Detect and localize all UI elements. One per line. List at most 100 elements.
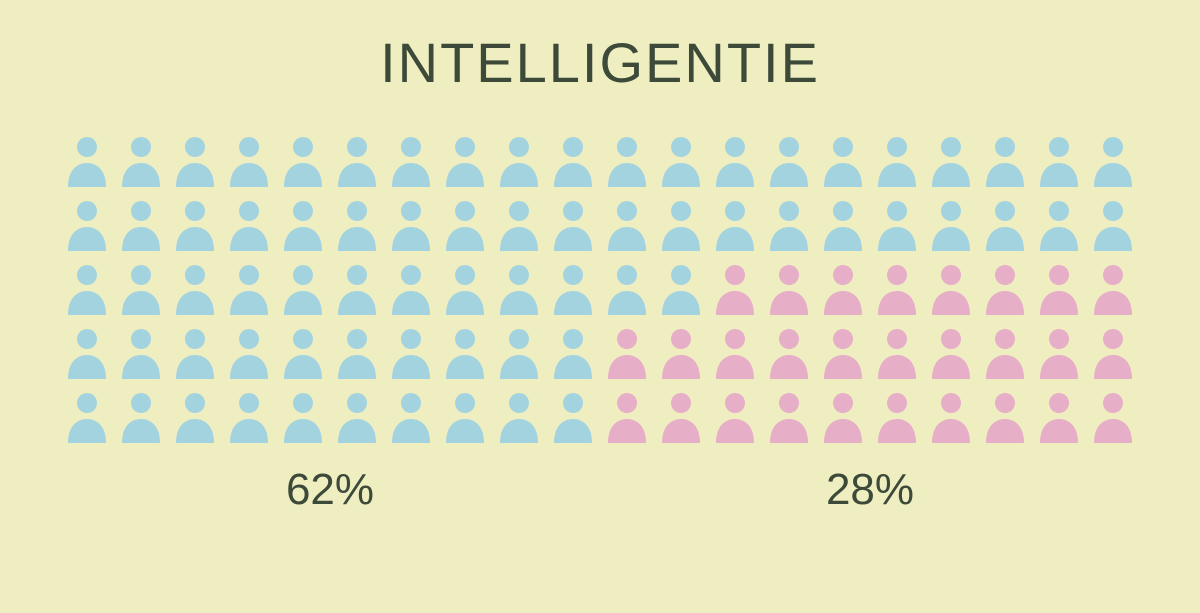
pictogram-cell	[172, 261, 218, 315]
pictogram-cell	[280, 197, 326, 251]
pictogram-cell	[874, 133, 920, 187]
person-icon	[658, 325, 704, 379]
person-icon	[172, 325, 218, 379]
pictogram-cell	[820, 261, 866, 315]
pictogram-cell	[334, 133, 380, 187]
pictogram-cell	[712, 325, 758, 379]
pictogram-cell	[766, 197, 812, 251]
pictogram-cell	[982, 133, 1028, 187]
person-icon	[334, 325, 380, 379]
label-series-a: 62%	[60, 465, 600, 515]
pictogram-cell	[388, 261, 434, 315]
person-icon	[280, 133, 326, 187]
pictogram-cell	[874, 325, 920, 379]
person-icon	[712, 325, 758, 379]
person-icon	[766, 197, 812, 251]
labels-row: 62% 28%	[60, 465, 1140, 515]
person-icon	[874, 261, 920, 315]
pictogram-cell	[550, 389, 596, 443]
pictogram-cell	[928, 389, 974, 443]
pictogram-cell	[388, 133, 434, 187]
person-icon	[928, 133, 974, 187]
pictogram-cell	[172, 325, 218, 379]
pictogram-cell	[118, 197, 164, 251]
pictogram-cell	[658, 197, 704, 251]
person-icon	[118, 261, 164, 315]
pictogram-grid	[60, 133, 1140, 443]
pictogram-cell	[766, 133, 812, 187]
pictogram-cell	[118, 261, 164, 315]
person-icon	[226, 325, 272, 379]
slide: INTELLIGENTIE	[0, 0, 1200, 613]
pictogram-cell	[442, 389, 488, 443]
pictogram-cell	[334, 389, 380, 443]
pictogram-cell	[766, 261, 812, 315]
person-icon	[226, 389, 272, 443]
person-icon	[496, 261, 542, 315]
pictogram-cell	[226, 325, 272, 379]
pictogram-cell	[658, 325, 704, 379]
person-icon	[928, 197, 974, 251]
person-icon	[766, 325, 812, 379]
person-icon	[1036, 261, 1082, 315]
pictogram-cell	[1036, 197, 1082, 251]
person-icon	[874, 389, 920, 443]
person-icon	[550, 133, 596, 187]
pictogram-cell	[1090, 197, 1136, 251]
person-icon	[496, 389, 542, 443]
person-icon	[1090, 261, 1136, 315]
person-icon	[658, 133, 704, 187]
pictogram-cell	[280, 261, 326, 315]
pictogram-cell	[226, 133, 272, 187]
person-icon	[118, 389, 164, 443]
person-icon	[172, 197, 218, 251]
pictogram-cell	[442, 261, 488, 315]
pictogram-cell	[604, 197, 650, 251]
person-icon	[1090, 325, 1136, 379]
person-icon	[712, 261, 758, 315]
person-icon	[1036, 389, 1082, 443]
pictogram-cell	[226, 261, 272, 315]
pictogram-cell	[712, 197, 758, 251]
pictogram-cell	[334, 197, 380, 251]
pictogram-cell	[496, 389, 542, 443]
pictogram-cell	[604, 389, 650, 443]
person-icon	[442, 261, 488, 315]
person-icon	[388, 197, 434, 251]
person-icon	[982, 197, 1028, 251]
pictogram-cell	[658, 133, 704, 187]
person-icon	[280, 261, 326, 315]
person-icon	[982, 325, 1028, 379]
person-icon	[982, 133, 1028, 187]
pictogram-cell	[226, 197, 272, 251]
person-icon	[604, 261, 650, 315]
person-icon	[1090, 133, 1136, 187]
person-icon	[496, 325, 542, 379]
pictogram-cell	[1090, 389, 1136, 443]
pictogram-cell	[64, 325, 110, 379]
person-icon	[442, 133, 488, 187]
person-icon	[334, 133, 380, 187]
pictogram-cell	[226, 389, 272, 443]
pictogram-cell	[712, 389, 758, 443]
person-icon	[820, 133, 866, 187]
pictogram-cell	[280, 133, 326, 187]
pictogram-cell	[118, 133, 164, 187]
pictogram-cell	[820, 325, 866, 379]
person-icon	[226, 261, 272, 315]
pictogram-cell	[1090, 325, 1136, 379]
person-icon	[280, 197, 326, 251]
person-icon	[766, 133, 812, 187]
person-icon	[604, 133, 650, 187]
person-icon	[550, 389, 596, 443]
person-icon	[550, 197, 596, 251]
pictogram-cell	[64, 389, 110, 443]
pictogram-cell	[280, 325, 326, 379]
person-icon	[658, 389, 704, 443]
person-icon	[820, 389, 866, 443]
pictogram-cell	[982, 389, 1028, 443]
person-icon	[64, 197, 110, 251]
pictogram-cell	[172, 133, 218, 187]
person-icon	[226, 133, 272, 187]
person-icon	[604, 389, 650, 443]
